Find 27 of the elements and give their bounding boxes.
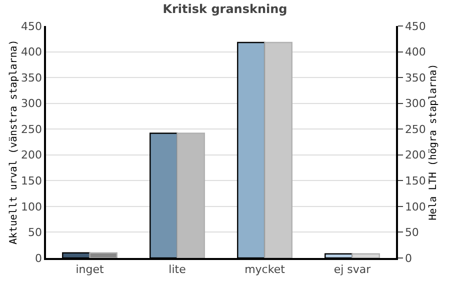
chart-title: Kritisk granskning — [162, 2, 288, 16]
y-tick-label: 100 — [21, 200, 42, 214]
y2-tick-label: 200 — [404, 148, 426, 162]
y2-tick-label: 150 — [404, 174, 426, 188]
y-tick-label: 450 — [21, 20, 42, 33]
y2-axis-title: Hela LTH (högra staplarna) — [428, 64, 439, 220]
y2-tick-label: 100 — [404, 200, 426, 214]
y2-tick-label: 50 — [404, 226, 419, 240]
y2-tick-label: 250 — [404, 122, 426, 136]
y-tick-label: 350 — [21, 71, 42, 84]
y-tick-label: 250 — [21, 122, 42, 136]
y-tick-label: 0 — [35, 252, 42, 265]
y-tick-label: 300 — [21, 97, 42, 110]
x-tick-label: ej svar — [334, 262, 372, 276]
y-axis-title: Aktuellt urval (vänstra staplarna) — [8, 40, 20, 244]
y-tick-label: 50 — [28, 226, 42, 240]
x-tick-label: lite — [168, 262, 186, 276]
y2-tick-label: 450 — [404, 20, 426, 33]
y2-tick-label: 400 — [404, 46, 426, 59]
y-tick-label: 400 — [21, 46, 42, 59]
y-tick-label: 200 — [21, 148, 42, 162]
y2-tick-label: 350 — [404, 71, 426, 84]
y-tick-label: 150 — [21, 174, 42, 188]
y2-tick-label: 300 — [404, 97, 426, 110]
x-tick-label: inget — [76, 262, 104, 276]
x-tick-label: mycket — [244, 262, 286, 276]
y2-tick-label: 0 — [404, 252, 412, 265]
